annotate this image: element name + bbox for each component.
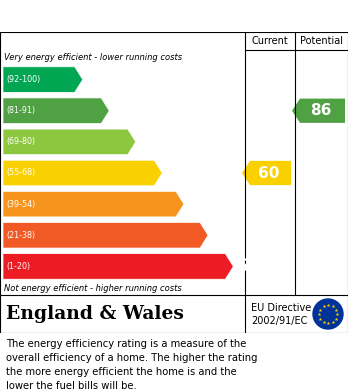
Text: D: D	[163, 164, 177, 182]
Text: Not energy efficient - higher running costs: Not energy efficient - higher running co…	[4, 284, 182, 293]
Text: C: C	[137, 133, 149, 151]
Polygon shape	[3, 67, 83, 92]
Circle shape	[313, 299, 343, 329]
Text: Current: Current	[252, 36, 288, 46]
Text: (69-80): (69-80)	[6, 137, 35, 146]
Text: (92-100): (92-100)	[6, 75, 40, 84]
Polygon shape	[3, 98, 109, 124]
Text: (81-91): (81-91)	[6, 106, 35, 115]
Text: England & Wales: England & Wales	[6, 305, 184, 323]
Text: (1-20): (1-20)	[6, 262, 30, 271]
Text: (39-54): (39-54)	[6, 200, 35, 209]
Polygon shape	[3, 191, 184, 217]
Text: (55-68): (55-68)	[6, 169, 35, 178]
Polygon shape	[3, 129, 136, 154]
Text: B: B	[110, 102, 123, 120]
Polygon shape	[3, 222, 208, 248]
Text: Energy Efficiency Rating: Energy Efficiency Rating	[10, 9, 231, 24]
Text: G: G	[234, 257, 248, 275]
Text: 60: 60	[258, 165, 279, 181]
Text: (21-38): (21-38)	[6, 231, 35, 240]
Polygon shape	[292, 99, 345, 123]
Polygon shape	[3, 254, 234, 279]
Text: The energy efficiency rating is a measure of the
overall efficiency of a home. T: The energy efficiency rating is a measur…	[6, 339, 258, 391]
Text: 2002/91/EC: 2002/91/EC	[251, 316, 307, 326]
Text: Very energy efficient - lower running costs: Very energy efficient - lower running co…	[4, 52, 182, 61]
Text: 86: 86	[310, 103, 331, 118]
Text: Potential: Potential	[300, 36, 343, 46]
Text: A: A	[84, 70, 97, 89]
Text: F: F	[209, 226, 220, 244]
Polygon shape	[242, 161, 291, 185]
Text: EU Directive: EU Directive	[251, 303, 311, 313]
Polygon shape	[3, 160, 162, 186]
Text: E: E	[185, 195, 196, 213]
